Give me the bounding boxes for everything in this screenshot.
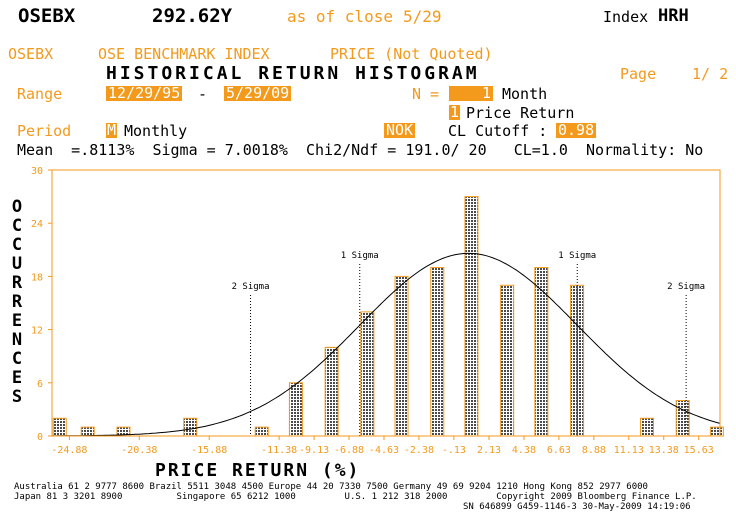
cutoff-label: CL Cutoff : — [448, 122, 548, 140]
x-tick-label: 15.63 — [684, 445, 714, 456]
x-tick-label: 8.88 — [582, 445, 606, 456]
y-axis-title-letter: U — [12, 254, 22, 274]
x-tick-label: -4.63 — [369, 445, 399, 456]
y-tick-label: 12 — [31, 326, 43, 337]
ticker-header: OSEBX — [18, 5, 76, 27]
return-type-label: Price Return — [466, 104, 575, 122]
n-field[interactable]: 1 — [449, 86, 493, 101]
period-field[interactable]: M — [106, 121, 118, 139]
y-axis-title-letter: C — [12, 235, 22, 255]
page-label: Page — [620, 65, 657, 83]
sigma-label: 1 Sigma — [341, 251, 379, 261]
histogram-bar — [324, 346, 339, 437]
histogram-bar — [464, 196, 479, 437]
sigma-label: 1 Sigma — [558, 251, 596, 261]
footer-contacts: Australia 61 2 9777 8600 Brazil 5511 304… — [14, 482, 648, 492]
range-dash: - — [198, 85, 208, 103]
histogram-bar — [675, 400, 690, 437]
histogram-bar — [288, 382, 303, 437]
page-number: 1/ 2 — [692, 65, 729, 83]
histogram-bar — [639, 417, 654, 437]
y-tick-label: 18 — [31, 272, 43, 283]
histogram-bar — [52, 417, 67, 437]
y-tick-label: 6 — [37, 379, 43, 390]
x-tick-label: 6.63 — [547, 445, 571, 456]
x-tick-label: -24.88 — [51, 445, 87, 456]
x-tick-label: -9.13 — [299, 445, 329, 456]
histogram-bar — [709, 426, 724, 437]
x-axis-title: PRICE RETURN (%) — [155, 460, 361, 481]
y-axis-title-letter: E — [12, 368, 22, 388]
y-axis-title-letter: R — [12, 273, 23, 293]
n-unit: Month — [502, 85, 548, 103]
y-axis-title-letter: C — [12, 216, 22, 236]
x-tick-label: 2.13 — [477, 445, 501, 456]
security-name: OSE BENCHMARK INDEX — [98, 45, 270, 63]
y-axis-title-letter: S — [12, 387, 22, 407]
histogram-bar — [254, 426, 269, 437]
y-axis-title-letter: R — [12, 292, 23, 312]
range-start-field[interactable]: 12/29/95 — [106, 84, 183, 102]
y-axis-title-letter: N — [12, 330, 22, 350]
price-note: PRICE (Not Quoted) — [330, 45, 493, 63]
y-tick-label: 30 — [31, 166, 43, 177]
y-axis-title-letter: C — [12, 349, 22, 369]
as-of-label: as of close — [287, 7, 393, 26]
x-tick-label: 13.38 — [649, 445, 679, 456]
statistics-line: Mean =.8113% Sigma = 7.0018% Chi2/Ndf = … — [17, 141, 704, 159]
sigma-label: 2 Sigma — [667, 282, 705, 292]
histogram-bar — [80, 426, 95, 437]
range-end-field[interactable]: 5/29/09 — [224, 84, 292, 102]
x-tick-label: -2.38 — [404, 445, 434, 456]
plot-frame — [51, 169, 721, 437]
period-value: Monthly — [124, 122, 188, 140]
x-tick-label: -20.38 — [121, 445, 157, 456]
normal-fit-curve — [52, 252, 721, 437]
histogram-bar — [360, 311, 375, 437]
x-tick-label: 11.13 — [614, 445, 644, 456]
y-axis-title-letter: O — [12, 197, 22, 217]
histogram-bar — [394, 275, 409, 437]
n-label: N = — [412, 85, 440, 103]
cutoff-field[interactable]: 0.98 — [556, 121, 597, 139]
y-tick-label: 24 — [31, 219, 43, 230]
histogram-bar — [534, 267, 549, 437]
histogram-bar — [430, 267, 445, 437]
footer-contacts-2: Japan 81 3 3201 8900 Singapore 65 6212 1… — [14, 492, 697, 502]
last-price: 292.62Y — [152, 5, 233, 27]
sigma-label: 2 Sigma — [232, 282, 270, 292]
period-label: Period — [17, 122, 72, 140]
subheader-ticker: OSEBX — [8, 45, 54, 63]
as-of-date: 5/29 — [403, 7, 442, 26]
x-tick-label: -6.88 — [334, 445, 364, 456]
histogram-bar — [500, 284, 515, 437]
histogram-bar — [183, 417, 198, 437]
function-code[interactable]: HRH — [658, 6, 689, 26]
footer-serial: SN 646899 G459-1146-3 30-May-2009 14:19:… — [463, 502, 691, 512]
y-tick-label: 0 — [37, 432, 43, 443]
x-tick-label: 4.38 — [512, 445, 536, 456]
return-type-field[interactable]: 1 — [449, 103, 461, 121]
y-axis-title-letter: E — [12, 311, 22, 331]
index-label: Index — [603, 8, 649, 26]
x-tick-label: -.13 — [442, 445, 466, 456]
range-label: Range — [17, 85, 63, 103]
x-tick-label: -11.38 — [261, 445, 297, 456]
page-title: HISTORICAL RETURN HISTOGRAM — [106, 63, 480, 84]
currency-field[interactable]: NOK — [384, 121, 416, 139]
x-tick-label: -15.88 — [191, 445, 227, 456]
